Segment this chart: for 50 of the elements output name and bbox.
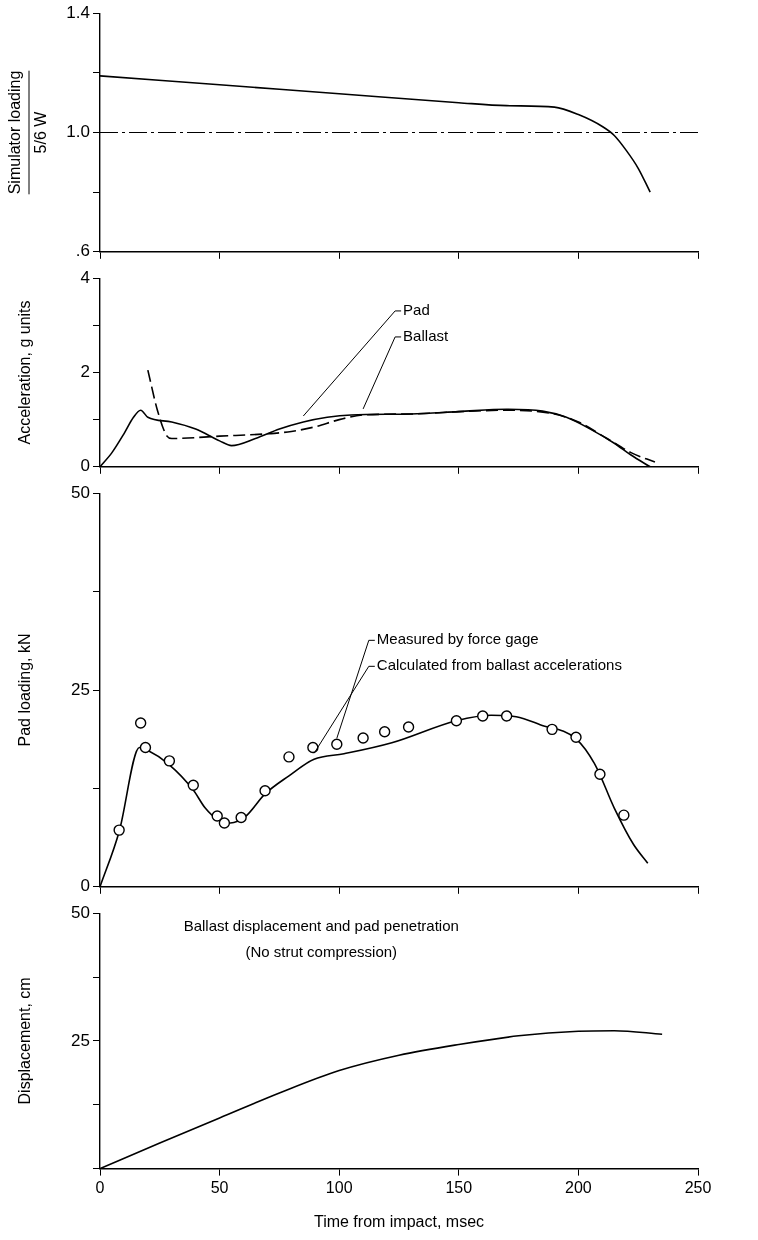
point [594, 768, 606, 780]
x-tick-label: 0 [95, 1178, 105, 1196]
text: Calculated from ballast accelerations [376, 656, 622, 674]
point [357, 732, 369, 744]
y-tick-label: 0 [80, 876, 90, 896]
point [113, 824, 125, 836]
point [618, 809, 630, 821]
text: Measured by force gage [376, 630, 539, 648]
y-tick-label: 2 [80, 362, 90, 382]
y-tick-label: 1.0 [66, 122, 90, 142]
annotation: (No strut compression) [245, 942, 398, 960]
y-tick-label: 50 [71, 482, 90, 502]
point [477, 710, 489, 722]
y-axis-title: Acceleration, g units [16, 300, 34, 445]
y-axis-title: Pad loading, kN [16, 633, 34, 747]
x-tick-label: 250 [684, 1178, 712, 1196]
point [163, 755, 176, 767]
point [235, 811, 247, 824]
y-tick-label: 1.4 [66, 2, 90, 22]
y-tick-label: 0 [80, 456, 90, 476]
point [402, 721, 415, 733]
y-tick-label: 50 [71, 902, 90, 922]
x-tick-label: 200 [565, 1178, 592, 1196]
point [546, 723, 558, 736]
x-tick-label: 100 [325, 1178, 353, 1196]
x-tick-label: 50 [210, 1178, 229, 1196]
y-tick-label: .6 [75, 241, 90, 261]
point [283, 751, 295, 763]
text: Ballast [403, 327, 449, 345]
x-axis-title: Time from impact, msec [313, 1212, 485, 1230]
point [450, 715, 463, 727]
point [500, 710, 513, 722]
y-tick-label: 4 [80, 267, 90, 287]
y-axis-title: Simulator loading 5/6 W [6, 70, 50, 195]
point [331, 738, 343, 751]
point [259, 785, 271, 797]
point [218, 817, 231, 829]
point [187, 779, 199, 791]
annotation: Ballast displacement and pad penetration [183, 916, 459, 934]
point [139, 741, 152, 754]
point [134, 717, 147, 729]
point [307, 741, 319, 754]
y-tick-label: 25 [71, 679, 90, 699]
point [211, 810, 223, 822]
y-tick-label: 25 [71, 1030, 90, 1050]
y-axis-title: Displacement, cm [16, 977, 34, 1105]
x-tick-label: 150 [445, 1178, 473, 1196]
point [570, 731, 582, 743]
point [378, 726, 391, 738]
text: Pad [403, 301, 430, 319]
